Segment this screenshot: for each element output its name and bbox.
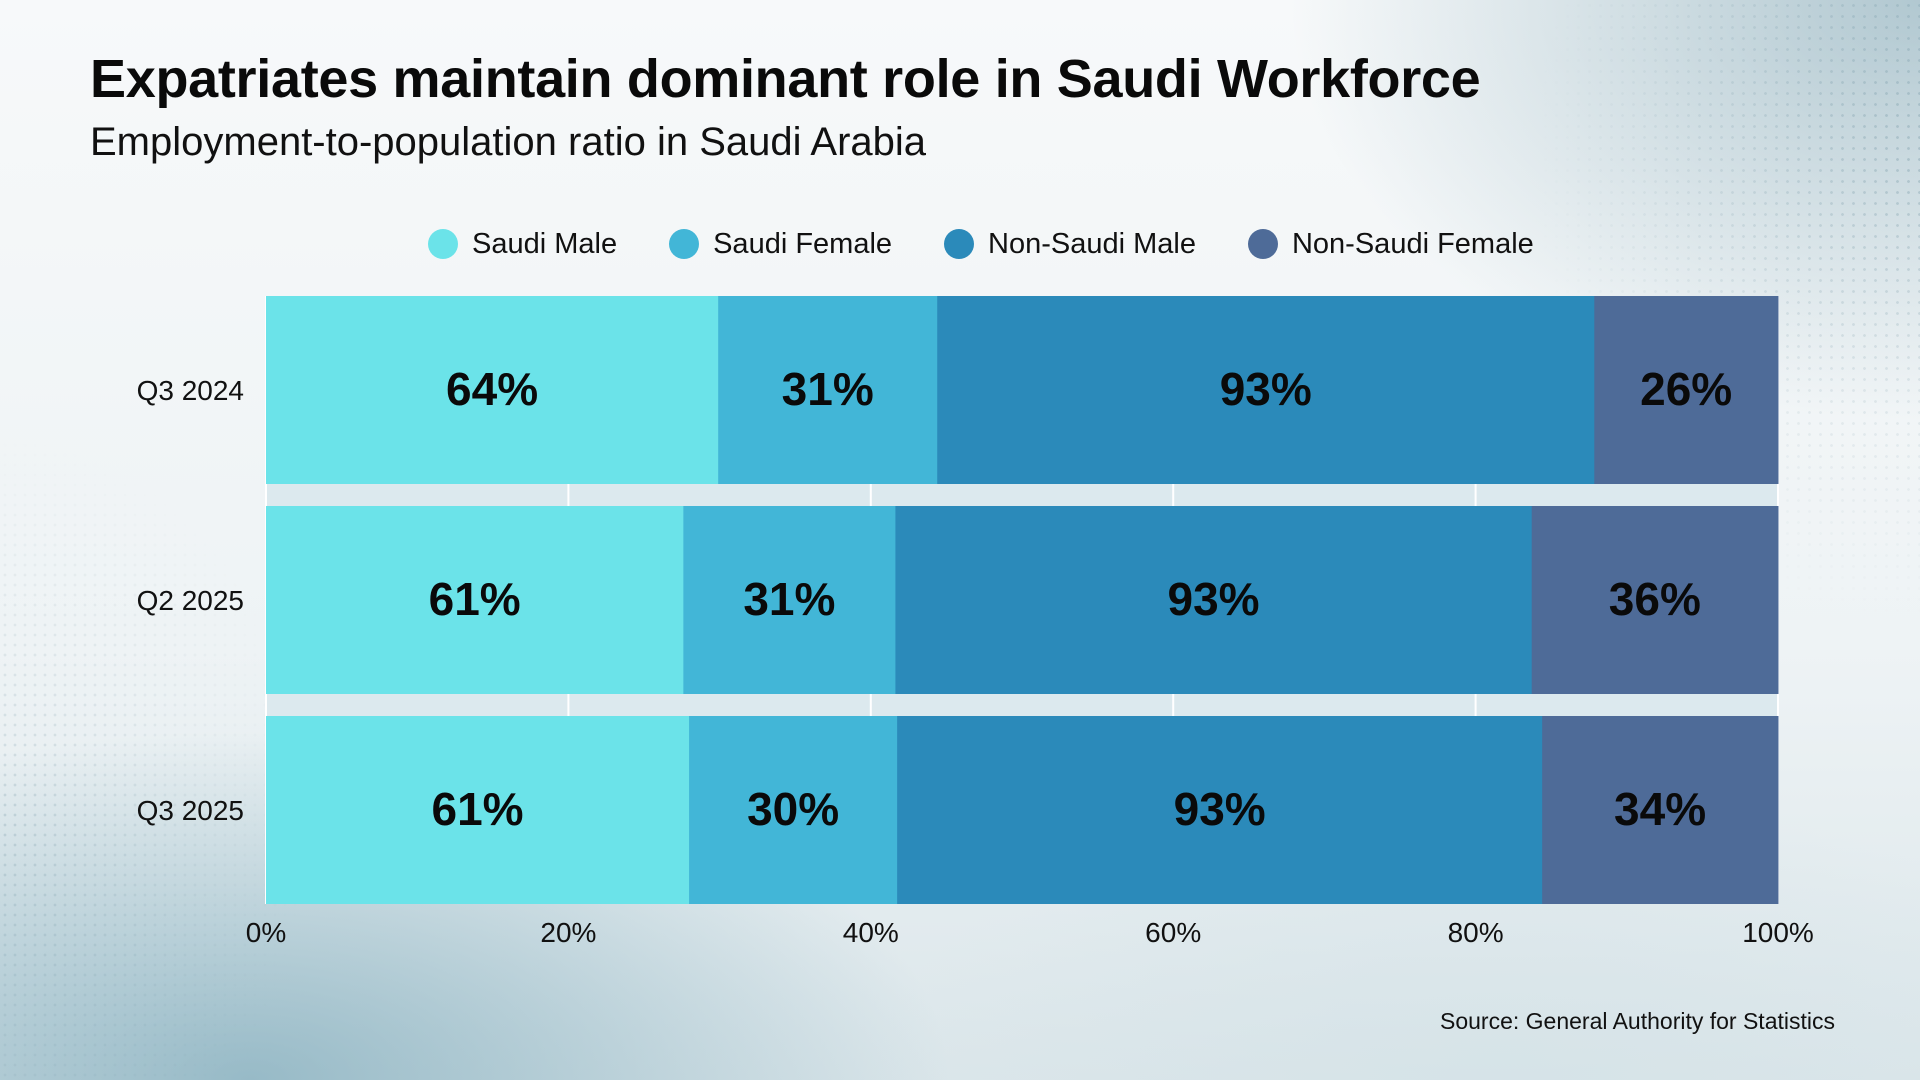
bar-non-saudi-male-q3-2025 bbox=[897, 716, 1543, 904]
bar-saudi-male-q2-2025 bbox=[266, 506, 684, 694]
data-label-saudi-male-q2-2025: 61% bbox=[429, 573, 521, 625]
legend-label-non-saudi-female: Non-Saudi Female bbox=[1291, 227, 1534, 260]
legend-swatch-saudi-female bbox=[669, 229, 700, 259]
bar-saudi-male-q3-2025 bbox=[266, 716, 690, 904]
bar-saudi-female-q3-2025 bbox=[689, 716, 898, 904]
legend-swatch-non-saudi-male bbox=[944, 229, 975, 259]
source-note: Source: General Authority for Statistics bbox=[1439, 1008, 1835, 1034]
legend-item-non-saudi-male: Non-Saudi Male bbox=[944, 228, 1196, 261]
data-label-saudi-male-q3-2025: 61% bbox=[432, 783, 524, 835]
x-tick-label: 60% bbox=[1145, 917, 1201, 948]
x-tick-label: 0% bbox=[246, 917, 286, 948]
chart-subtitle: Employment-to-population ratio in Saudi … bbox=[90, 120, 927, 164]
category-label-q3-2025: Q3 2025 bbox=[137, 795, 244, 826]
legend-label-saudi-male: Saudi Male bbox=[472, 227, 618, 260]
data-label-saudi-female-q3-2024: 31% bbox=[782, 363, 874, 415]
legend-label-non-saudi-male: Non-Saudi Male bbox=[988, 227, 1196, 260]
data-label-non-saudi-male-q3-2024: 93% bbox=[1220, 363, 1312, 415]
data-label-saudi-female-q3-2025: 30% bbox=[747, 783, 839, 835]
bar-saudi-female-q2-2025 bbox=[683, 506, 896, 694]
category-label-q3-2024: Q3 2024 bbox=[137, 375, 244, 406]
x-tick-label: 100% bbox=[1742, 917, 1814, 948]
x-tick-label: 40% bbox=[843, 917, 899, 948]
category-label-q2-2025: Q2 2025 bbox=[137, 585, 244, 616]
bar-saudi-female-q3-2024 bbox=[718, 296, 938, 484]
bar-non-saudi-female-q3-2025 bbox=[1542, 716, 1779, 904]
legend-swatch-non-saudi-female bbox=[1247, 229, 1278, 259]
legend-label-saudi-female: Saudi Female bbox=[713, 227, 893, 260]
chart-legend: Saudi Male Saudi Female Non-Saudi Male N… bbox=[428, 224, 1534, 264]
legend-swatch-saudi-male bbox=[428, 229, 458, 259]
data-label-non-saudi-female-q3-2024: 26% bbox=[1640, 363, 1732, 415]
legend-item-saudi-female: Saudi Female bbox=[669, 228, 892, 261]
bar-non-saudi-male-q2-2025 bbox=[895, 506, 1533, 694]
data-label-non-saudi-female-q2-2025: 36% bbox=[1609, 573, 1701, 625]
bar-non-saudi-female-q2-2025 bbox=[1531, 506, 1779, 694]
chart-title: Expatriates maintain dominant role in Sa… bbox=[90, 49, 1481, 109]
data-label-saudi-male-q3-2024: 64% bbox=[446, 363, 538, 415]
x-tick-label: 80% bbox=[1448, 917, 1504, 948]
bar-non-saudi-male-q3-2024 bbox=[937, 296, 1595, 484]
data-label-non-saudi-female-q3-2025: 34% bbox=[1614, 783, 1706, 835]
x-tick-label: 20% bbox=[540, 917, 596, 948]
legend-item-saudi-male: Saudi Male bbox=[428, 228, 617, 261]
data-label-non-saudi-male-q2-2025: 93% bbox=[1168, 573, 1260, 625]
legend-item-non-saudi-female: Non-Saudi Female bbox=[1247, 227, 1534, 261]
data-label-non-saudi-male-q3-2025: 93% bbox=[1174, 783, 1266, 835]
bar-non-saudi-female-q3-2024 bbox=[1594, 296, 1779, 484]
data-label-saudi-female-q2-2025: 31% bbox=[743, 573, 835, 625]
bar-saudi-male-q3-2024 bbox=[266, 296, 719, 484]
